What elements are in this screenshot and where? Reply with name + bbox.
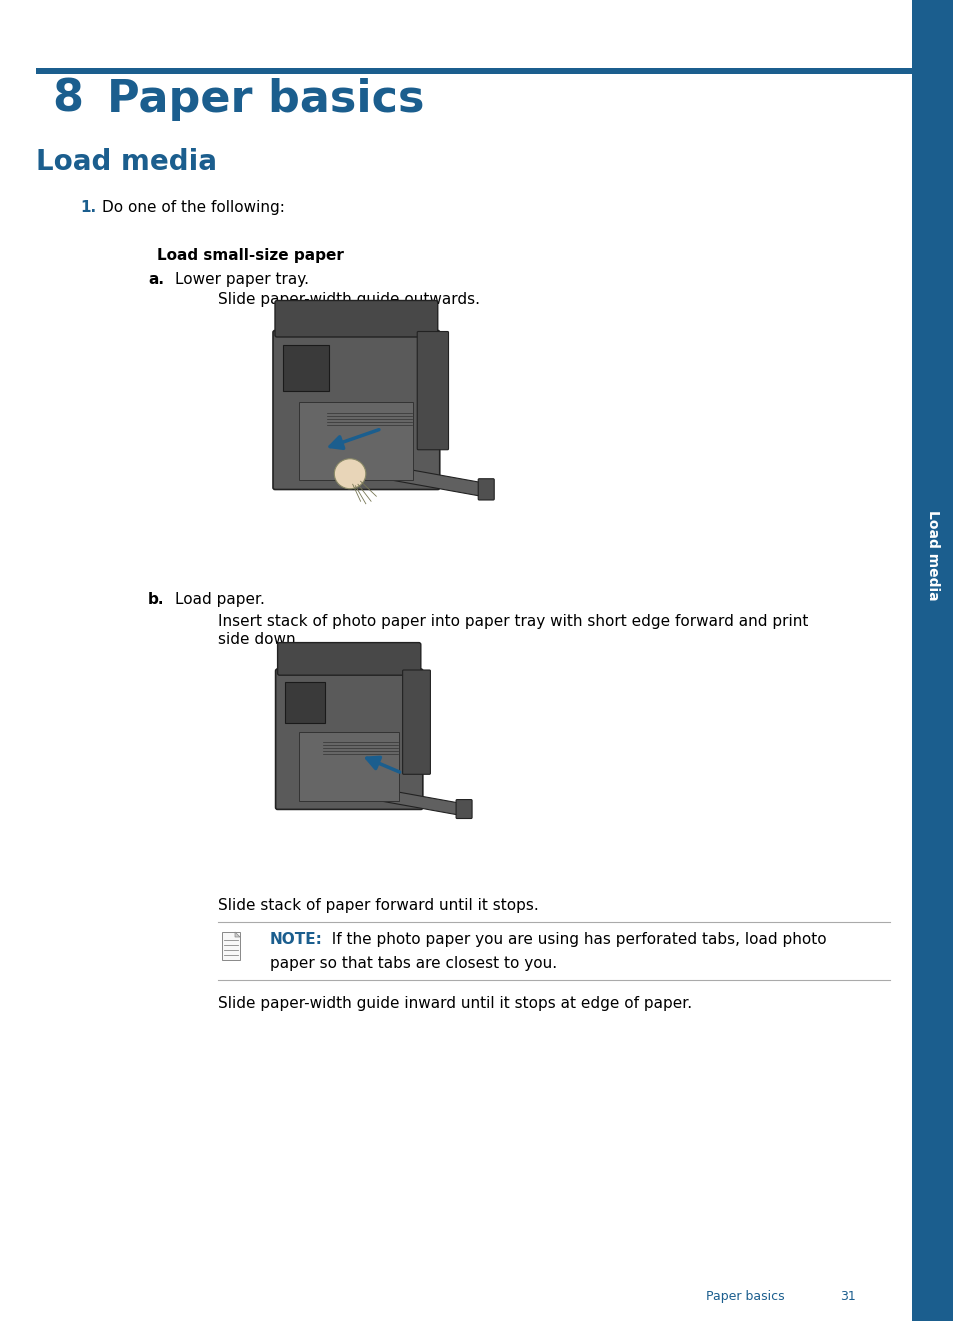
Ellipse shape <box>334 458 365 489</box>
Bar <box>299 732 399 801</box>
FancyBboxPatch shape <box>402 670 430 774</box>
Polygon shape <box>332 781 458 815</box>
Text: Load paper.: Load paper. <box>174 592 265 608</box>
FancyBboxPatch shape <box>277 642 420 675</box>
Bar <box>283 345 329 391</box>
FancyBboxPatch shape <box>456 799 472 819</box>
Polygon shape <box>336 457 480 497</box>
FancyBboxPatch shape <box>477 478 494 499</box>
Text: Insert stack of photo paper into paper tray with short edge forward and print: Insert stack of photo paper into paper t… <box>218 614 807 629</box>
Text: Load media: Load media <box>925 510 939 600</box>
FancyBboxPatch shape <box>273 330 439 490</box>
Text: a.: a. <box>148 272 164 287</box>
Text: Load media: Load media <box>36 148 216 176</box>
FancyBboxPatch shape <box>274 300 437 337</box>
Text: side down.: side down. <box>218 631 300 647</box>
Text: If the photo paper you are using has perforated tabs, load photo: If the photo paper you are using has per… <box>322 933 825 947</box>
Text: Do one of the following:: Do one of the following: <box>102 199 285 215</box>
FancyBboxPatch shape <box>416 332 448 449</box>
Text: Slide paper-width guide inward until it stops at edge of paper.: Slide paper-width guide inward until it … <box>218 996 691 1011</box>
Bar <box>284 682 325 723</box>
Bar <box>36 67 911 74</box>
Bar <box>911 0 953 1321</box>
Polygon shape <box>234 933 240 937</box>
Text: Slide stack of paper forward until it stops.: Slide stack of paper forward until it st… <box>218 898 538 913</box>
Text: Paper basics: Paper basics <box>705 1291 783 1303</box>
Text: Slide paper-width guide outwards.: Slide paper-width guide outwards. <box>218 292 479 306</box>
FancyBboxPatch shape <box>275 668 422 810</box>
Text: b.: b. <box>148 592 164 608</box>
Text: Lower paper tray.: Lower paper tray. <box>174 272 309 287</box>
Bar <box>299 403 413 480</box>
Bar <box>222 933 240 960</box>
Text: Paper basics: Paper basics <box>107 78 424 122</box>
Text: 31: 31 <box>840 1291 855 1303</box>
Text: 1.: 1. <box>80 199 96 215</box>
Text: Load small-size paper: Load small-size paper <box>157 248 343 263</box>
Text: NOTE:: NOTE: <box>270 933 322 947</box>
Text: 8: 8 <box>52 78 83 122</box>
Text: paper so that tabs are closest to you.: paper so that tabs are closest to you. <box>270 956 557 971</box>
